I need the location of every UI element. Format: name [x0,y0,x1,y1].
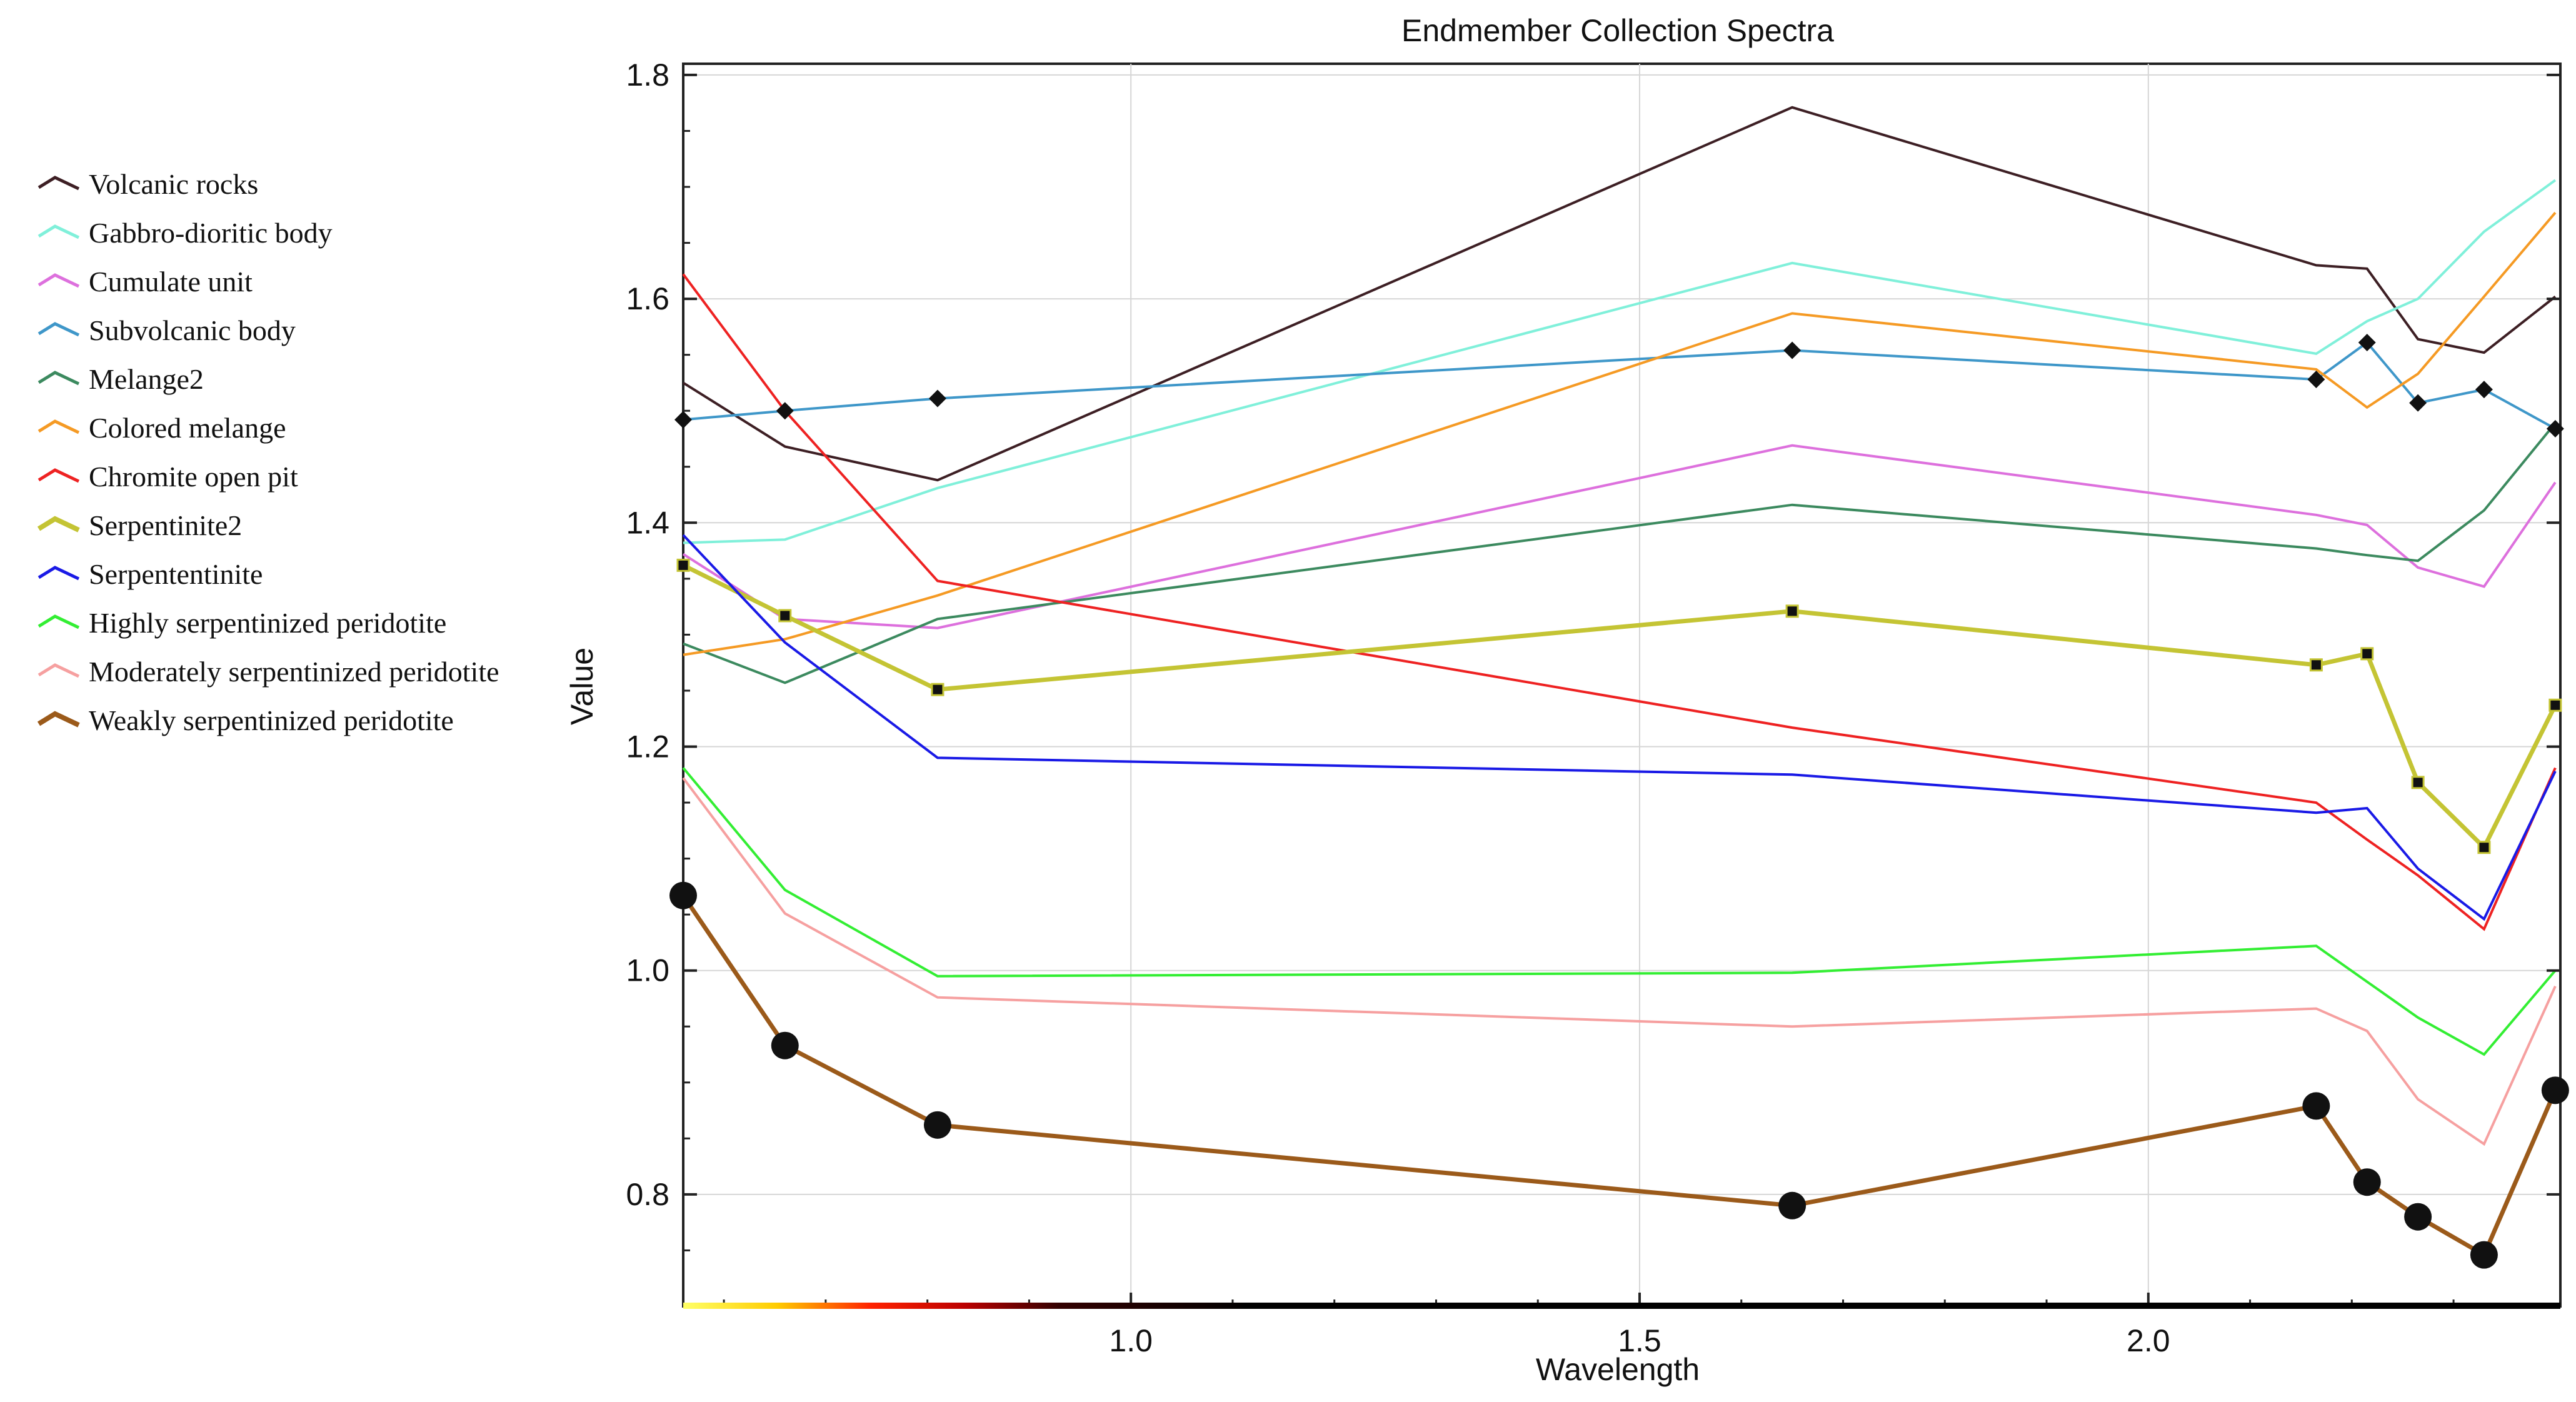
chart-title: Endmember Collection Spectra [1401,13,1834,48]
legend-item: Serpentinite2 [37,509,242,541]
legend-swatch [37,516,80,533]
legend-item: Serpententinite [38,558,263,590]
legend-label: Serpententinite [89,558,263,590]
data-point-weakly-serpentinized-peridotite [2302,1092,2330,1120]
data-point-subvolcanic-body [2307,371,2325,389]
legend: Volcanic rocks Gabbro-dioritic body Cumula… [37,168,499,736]
legend-label: Melange2 [89,363,204,395]
y-tick-label: 1.8 [626,58,669,93]
series-line-volcanic-rocks [682,106,2557,482]
legend-label: Chromite open pit [89,461,298,493]
grid [683,64,2560,1306]
legend-swatch [38,371,80,386]
legend-label: Subvolcanic body [89,314,296,346]
legend-label: Serpentinite2 [89,509,242,541]
data-point-subvolcanic-body [2358,333,2376,351]
data-point-weakly-serpentinized-peridotite [771,1031,799,1059]
legend-item: Volcanic rocks [38,168,258,200]
data-point-subvolcanic-body [674,411,692,429]
legend-label: Gabbro-dioritic body [89,217,333,249]
legend-label: Colored melange [89,412,286,444]
series-line-serpententinite [682,534,2557,921]
axis-ticks: 0.8 1.0 1.2 1.4 1.6 1.8 1.0 1.5 2.0 [626,58,2560,1358]
data-point-weakly-serpentinized-peridotite [2470,1241,2498,1269]
legend-item: Colored melange [38,412,286,444]
y-tick-label: 1.2 [626,729,669,764]
data-point-weakly-serpentinized-peridotite [923,1111,951,1139]
x-tick-label: 2.0 [2127,1323,2170,1358]
data-point-weakly-serpentinized-peridotite [2404,1203,2432,1231]
data-point-subvolcanic-body [2546,419,2564,438]
data-point-serpentinite2 [778,609,792,623]
wavelength-color-band [683,1303,2560,1309]
x-axis-label: Wavelength [1536,1352,1700,1387]
data-point-subvolcanic-body [928,389,946,408]
data-point-serpentinite2 [676,558,690,572]
data-point-serpentinite2 [2360,647,2374,661]
data-point-serpentinite2 [931,683,945,696]
legend-item: Weakly serpentinized peridotite [37,704,454,736]
legend-swatch [38,663,80,678]
y-tick-label: 1.6 [626,281,669,316]
legend-item: Moderately serpentinized peridotite [38,656,499,688]
x-tick-label: 1.0 [1109,1323,1153,1358]
data-point-subvolcanic-body [1783,341,1802,359]
data-point-weakly-serpentinized-peridotite [669,881,697,909]
data-point-serpentinite2 [2411,776,2425,789]
series-line-chromite-open-pit [682,273,2557,931]
data-point-serpentinite2 [1785,604,1799,618]
data-point-weakly-serpentinized-peridotite [2353,1168,2381,1196]
legend-item: Melange2 [38,363,204,395]
data-point-subvolcanic-body [2475,381,2493,399]
legend-label: Highly serpentinized peridotite [89,607,446,639]
y-tick-label: 0.8 [626,1177,669,1212]
legend-item: Cumulate unit [38,266,253,298]
y-tick-label: 1.4 [626,505,669,540]
legend-swatch [38,273,80,288]
series-line-colored-melange [683,211,2557,656]
legend-label: Volcanic rocks [89,168,258,200]
y-tick-label: 1.0 [626,953,669,988]
legend-swatch [38,224,80,239]
legend-item: Gabbro-dioritic body [38,217,333,249]
x-tick-label: 1.5 [1618,1323,1661,1358]
y-axis-label: Value [564,648,599,725]
legend-item: Subvolcanic body [38,314,296,346]
legend-item: Chromite open pit [38,461,298,493]
series-line-moderately-serpentinized-peridotite [682,777,2557,1146]
data-point-serpentinite2 [2309,658,2323,672]
legend-label: Moderately serpentinized peridotite [89,656,499,688]
data-point-weakly-serpentinized-peridotite [1778,1191,1807,1219]
legend-swatch [38,566,80,581]
legend-swatch [38,322,80,337]
legend-item: Highly serpentinized peridotite [38,607,446,639]
marker-group [669,333,2569,1269]
data-point-serpentinite2 [2477,841,2491,854]
legend-label: Weakly serpentinized peridotite [89,704,454,736]
legend-swatch [38,614,80,629]
series-line-gabbro-dioritic-body [683,179,2557,544]
data-point-subvolcanic-body [2409,394,2427,412]
legend-swatch [38,176,80,191]
legend-swatch [37,711,80,728]
data-point-serpentinite2 [2548,698,2562,712]
series-line-melange2 [683,422,2557,684]
data-point-weakly-serpentinized-peridotite [2541,1076,2569,1104]
legend-label: Cumulate unit [89,266,253,298]
series-line-highly-serpentinized-peridotite [682,767,2557,1056]
legend-swatch [38,419,80,434]
legend-swatch [38,468,80,483]
series-line-cumulate-unit [682,444,2557,629]
data-point-subvolcanic-body [776,402,794,420]
